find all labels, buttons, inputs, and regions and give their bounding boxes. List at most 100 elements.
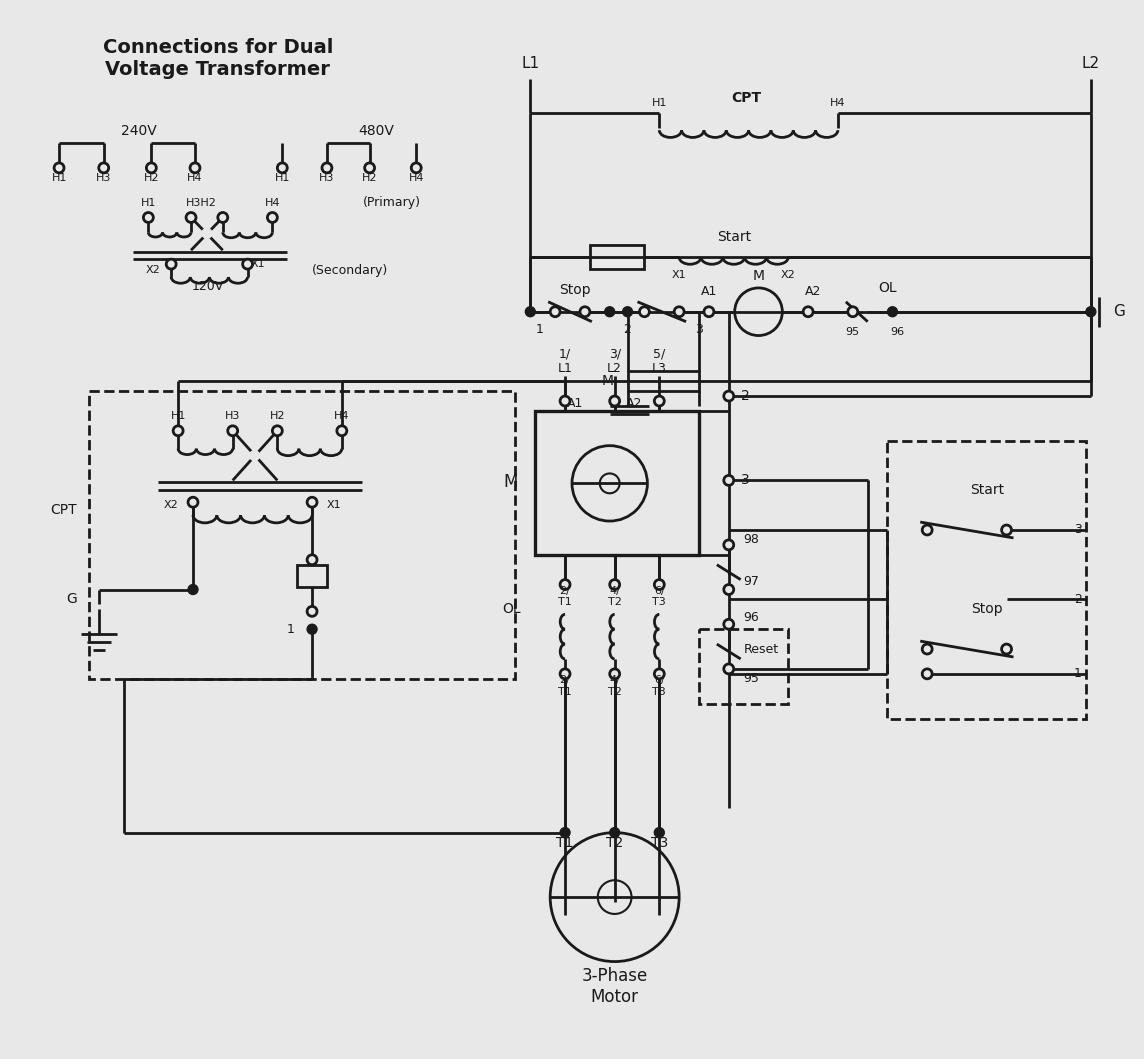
Text: H2: H2 bbox=[270, 411, 285, 420]
Bar bbox=[699, 629, 788, 703]
Circle shape bbox=[561, 396, 570, 406]
Text: H4: H4 bbox=[264, 198, 280, 208]
Text: 96: 96 bbox=[744, 611, 760, 624]
Circle shape bbox=[610, 669, 620, 679]
Text: H3: H3 bbox=[319, 173, 335, 183]
Circle shape bbox=[724, 540, 733, 550]
Circle shape bbox=[922, 669, 932, 679]
Circle shape bbox=[228, 426, 238, 435]
Text: H3: H3 bbox=[225, 411, 240, 420]
Circle shape bbox=[848, 307, 858, 317]
Circle shape bbox=[654, 396, 665, 406]
Circle shape bbox=[188, 498, 198, 507]
Circle shape bbox=[272, 426, 283, 435]
Circle shape bbox=[143, 213, 153, 222]
Text: M: M bbox=[753, 269, 764, 283]
Text: 3-Phase
Motor: 3-Phase Motor bbox=[581, 967, 648, 1006]
Text: 2/
T1: 2/ T1 bbox=[558, 675, 572, 697]
Circle shape bbox=[188, 585, 198, 594]
Text: 2/
T1: 2/ T1 bbox=[558, 586, 572, 607]
Bar bbox=[888, 441, 1086, 718]
Text: Connections for Dual
Voltage Transformer: Connections for Dual Voltage Transformer bbox=[103, 38, 333, 79]
Text: H4: H4 bbox=[334, 411, 350, 420]
Text: Reset: Reset bbox=[744, 643, 779, 656]
Text: H2: H2 bbox=[362, 173, 378, 183]
Text: Stop: Stop bbox=[559, 283, 590, 297]
Text: X1: X1 bbox=[251, 259, 264, 269]
Text: H1: H1 bbox=[275, 173, 289, 183]
Circle shape bbox=[610, 579, 620, 590]
Circle shape bbox=[724, 391, 733, 401]
Text: A1: A1 bbox=[701, 285, 717, 299]
Circle shape bbox=[561, 579, 570, 590]
Text: H4: H4 bbox=[408, 173, 424, 183]
Circle shape bbox=[888, 307, 897, 317]
Circle shape bbox=[243, 259, 253, 269]
Circle shape bbox=[622, 307, 633, 317]
Text: 1: 1 bbox=[1074, 667, 1082, 680]
Circle shape bbox=[639, 307, 650, 317]
Circle shape bbox=[412, 163, 421, 173]
Circle shape bbox=[674, 307, 684, 317]
Circle shape bbox=[580, 307, 590, 317]
Circle shape bbox=[561, 669, 570, 679]
Text: L2: L2 bbox=[1082, 56, 1099, 71]
Text: H4: H4 bbox=[188, 173, 202, 183]
Text: (Primary): (Primary) bbox=[363, 196, 421, 209]
Text: H3: H3 bbox=[96, 173, 111, 183]
Bar bbox=[297, 564, 327, 587]
Circle shape bbox=[922, 644, 932, 654]
Text: A1: A1 bbox=[566, 396, 583, 410]
Circle shape bbox=[561, 828, 570, 838]
Text: H1: H1 bbox=[141, 198, 156, 208]
Text: 5/
L3: 5/ L3 bbox=[652, 347, 667, 375]
Text: H4: H4 bbox=[831, 98, 845, 108]
Text: 96: 96 bbox=[890, 326, 905, 337]
Text: H3H2: H3H2 bbox=[185, 198, 216, 208]
Text: 97: 97 bbox=[744, 575, 760, 588]
Text: Start: Start bbox=[716, 230, 750, 245]
Circle shape bbox=[307, 498, 317, 507]
Bar bbox=[89, 391, 516, 679]
Text: 6/
T3: 6/ T3 bbox=[652, 675, 666, 697]
Text: L1: L1 bbox=[522, 56, 539, 71]
Text: T3: T3 bbox=[651, 836, 668, 849]
Circle shape bbox=[704, 307, 714, 317]
Text: 3: 3 bbox=[740, 473, 749, 487]
Circle shape bbox=[268, 213, 277, 222]
Text: 240V: 240V bbox=[120, 124, 157, 138]
Text: 3/
L2: 3/ L2 bbox=[607, 347, 622, 375]
Text: A2: A2 bbox=[805, 285, 821, 299]
Circle shape bbox=[550, 307, 561, 317]
Text: X1: X1 bbox=[327, 500, 342, 510]
Circle shape bbox=[803, 307, 813, 317]
Circle shape bbox=[173, 426, 183, 435]
Circle shape bbox=[605, 307, 614, 317]
Circle shape bbox=[610, 396, 620, 406]
Circle shape bbox=[249, 451, 260, 461]
Circle shape bbox=[336, 426, 347, 435]
Text: 3: 3 bbox=[1074, 523, 1082, 537]
Text: Stop: Stop bbox=[971, 603, 1002, 616]
Text: 2: 2 bbox=[1074, 593, 1082, 606]
Text: X1: X1 bbox=[672, 270, 686, 280]
Text: 2: 2 bbox=[623, 323, 631, 336]
Text: 4/
T2: 4/ T2 bbox=[607, 675, 621, 697]
Text: 1: 1 bbox=[286, 623, 294, 635]
Text: CPT: CPT bbox=[50, 503, 77, 517]
Circle shape bbox=[98, 163, 109, 173]
Circle shape bbox=[654, 579, 665, 590]
Text: H1: H1 bbox=[652, 98, 667, 108]
Text: T1: T1 bbox=[556, 836, 574, 849]
Text: X2: X2 bbox=[146, 265, 160, 275]
Bar bbox=[590, 246, 644, 269]
Circle shape bbox=[1086, 307, 1096, 317]
Circle shape bbox=[1002, 525, 1011, 535]
Text: 98: 98 bbox=[744, 534, 760, 546]
Text: 95: 95 bbox=[744, 672, 760, 685]
Text: 3: 3 bbox=[696, 323, 702, 336]
Text: (Secondary): (Secondary) bbox=[312, 264, 388, 276]
Circle shape bbox=[217, 213, 228, 222]
Text: T2: T2 bbox=[606, 836, 623, 849]
Text: 6/
T3: 6/ T3 bbox=[652, 586, 666, 607]
